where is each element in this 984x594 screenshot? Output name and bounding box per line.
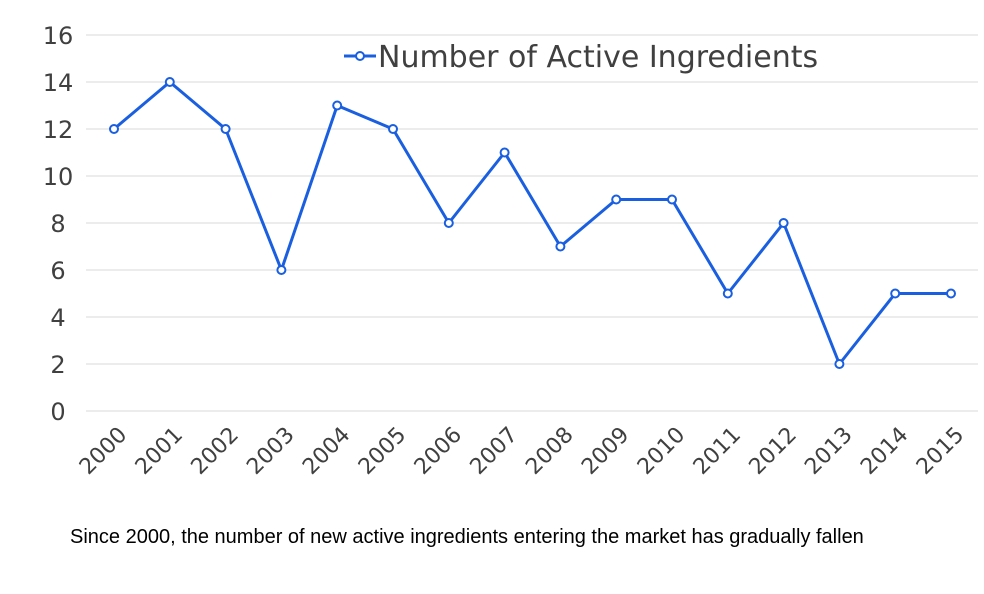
legend-marker	[355, 51, 365, 61]
x-axis-ticks: 2000200120022003200420052006200720082009…	[75, 423, 969, 480]
y-tick-label: 0	[50, 398, 65, 426]
x-tick-label: 2010	[633, 423, 690, 480]
y-tick-label: 16	[43, 22, 74, 50]
legend: Number of Active Ingredients	[344, 40, 818, 75]
series-group	[109, 77, 956, 369]
data-point	[276, 265, 287, 275]
data-point	[499, 147, 510, 158]
x-tick-label: 2008	[521, 423, 578, 480]
data-point	[332, 100, 343, 111]
data-point	[890, 288, 901, 299]
series-line	[113, 80, 951, 366]
x-tick-label: 2006	[410, 423, 467, 480]
data-point	[388, 124, 398, 134]
y-tick-label: 6	[50, 257, 65, 285]
x-tick-label: 2013	[800, 423, 857, 480]
y-tick-label: 8	[50, 210, 65, 238]
data-point	[443, 218, 454, 228]
chart-caption: Since 2000, the number of new active ing…	[70, 526, 864, 548]
x-tick-label: 2011	[689, 423, 746, 480]
y-axis-ticks: 0 2 4 6 8 10 12 14 16	[43, 22, 74, 426]
x-tick-label: 2001	[131, 423, 188, 480]
x-tick-label: 2009	[577, 423, 634, 480]
y-tick-label: 2	[50, 351, 65, 379]
y-tick-label: 10	[43, 163, 74, 191]
x-tick-label: 2015	[912, 423, 969, 480]
data-point	[778, 218, 789, 228]
x-tick-label: 2004	[298, 423, 355, 480]
data-point	[611, 194, 622, 205]
x-tick-label: 2003	[242, 423, 299, 480]
x-tick-label: 2012	[745, 423, 802, 480]
data-point	[109, 124, 119, 134]
legend-label: Number of Active Ingredients	[378, 40, 818, 75]
x-tick-label: 2014	[856, 423, 913, 480]
x-tick-label: 2000	[75, 423, 132, 480]
data-point	[722, 288, 733, 299]
gridlines	[86, 34, 978, 412]
x-tick-label: 2005	[354, 423, 411, 480]
y-tick-label: 14	[43, 69, 74, 97]
data-point	[667, 194, 677, 205]
x-tick-label: 2002	[187, 423, 244, 480]
y-tick-label: 4	[50, 304, 65, 332]
data-point	[834, 359, 845, 369]
data-point	[164, 77, 175, 87]
data-point	[555, 241, 566, 252]
data-point	[220, 124, 231, 134]
data-point	[946, 288, 956, 299]
y-tick-label: 12	[43, 116, 74, 144]
x-tick-label: 2007	[466, 423, 523, 480]
